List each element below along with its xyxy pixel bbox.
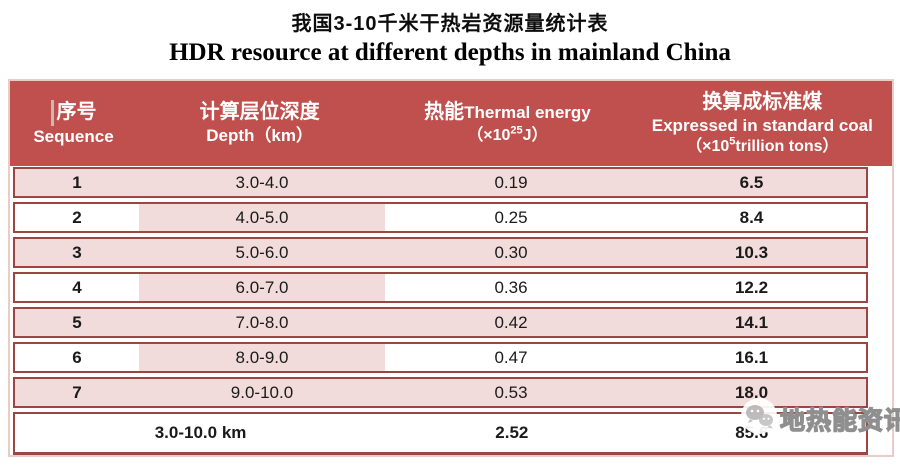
cell-coal: 18.0 xyxy=(734,382,769,402)
cell-sequence: 1 xyxy=(72,172,82,192)
cell-depth: 7.0-8.0 xyxy=(235,312,289,332)
table-row: 6 8.0-9.0 0.47 16.1 xyxy=(13,342,868,373)
table-total-row: 3.0-10.0 km 2.52 85.6 xyxy=(13,412,868,455)
cell-coal: 6.5 xyxy=(739,172,764,192)
title-english: HDR resource at different depths in main… xyxy=(169,39,731,66)
table-row: 7 9.0-10.0 0.53 18.0 xyxy=(13,377,868,408)
table-row: 4 6.0-7.0 0.36 12.2 xyxy=(13,272,868,303)
cell-sequence: 5 xyxy=(72,312,82,332)
header-depth-zh: 计算层位深度 xyxy=(199,100,320,123)
cell-thermal: 0.42 xyxy=(494,312,528,332)
hdr-resource-table: 序号 Sequence 计算层位深度 Depth（km） 热能 Thermal e… xyxy=(8,79,894,457)
cell-depth: 4.0-5.0 xyxy=(139,204,385,231)
header-thermal: 热能 Thermal energy （×1025J） xyxy=(382,81,632,166)
watermark: 地热能资讯 xyxy=(740,397,900,440)
cell-sequence: 2 xyxy=(72,207,82,227)
table-row: 2 4.0-5.0 0.25 8.4 xyxy=(13,202,868,233)
table-header-row: 序号 Sequence 计算层位深度 Depth（km） 热能 Thermal e… xyxy=(10,81,892,166)
watermark-text: 地热能资讯 xyxy=(779,406,900,435)
wechat-logo-icon xyxy=(740,397,778,440)
cell-depth: 6.0-7.0 xyxy=(139,274,385,301)
header-depth: 计算层位深度 Depth（km） xyxy=(137,81,382,166)
cell-depth: 9.0-10.0 xyxy=(230,382,294,402)
text-cursor xyxy=(50,99,54,126)
header-sequence-en: Sequence xyxy=(33,126,114,146)
table-body: 1 3.0-4.0 0.19 6.5 2 4.0-5.0 0.25 8.4 3 … xyxy=(10,166,892,455)
header-depth-en: Depth（km） xyxy=(206,126,313,146)
title-chinese: 我国3-10千米干热岩资源量统计表 xyxy=(291,13,609,35)
cell-coal: 8.4 xyxy=(739,207,764,227)
cell-depth: 8.0-9.0 xyxy=(139,344,385,371)
header-coal-en: Expressed in standard coal xyxy=(651,116,873,136)
header-coal-unit: （×105trillion tons） xyxy=(686,135,839,155)
cell-sequence: 3 xyxy=(72,242,82,262)
header-sequence-zh: 序号 xyxy=(56,100,97,123)
header-thermal-en: Thermal energy xyxy=(464,103,591,123)
total-thermal: 2.52 xyxy=(495,423,529,442)
cell-sequence: 7 xyxy=(72,382,82,402)
cell-thermal: 0.47 xyxy=(494,347,528,367)
cell-coal: 14.1 xyxy=(734,312,769,332)
table-row: 3 5.0-6.0 0.30 10.3 xyxy=(13,237,868,268)
table-row: 5 7.0-8.0 0.42 14.1 xyxy=(13,307,868,338)
cell-thermal: 0.25 xyxy=(494,207,528,227)
table-row: 1 3.0-4.0 0.19 6.5 xyxy=(13,167,868,198)
cell-thermal: 0.53 xyxy=(494,382,528,402)
cell-thermal: 0.19 xyxy=(494,172,528,192)
cell-sequence: 4 xyxy=(72,277,82,297)
header-coal-zh: 换算成标准煤 xyxy=(702,90,823,113)
cell-coal: 12.2 xyxy=(734,277,769,297)
header-sequence: 序号 Sequence xyxy=(10,81,137,166)
cell-depth: 5.0-6.0 xyxy=(235,242,289,262)
cell-sequence: 6 xyxy=(72,347,82,367)
total-depth-range: 3.0-10.0 km xyxy=(154,423,247,442)
cell-depth: 3.0-4.0 xyxy=(235,172,289,192)
header-thermal-zh: 热能 xyxy=(424,101,465,124)
header-thermal-unit: （×1025J） xyxy=(467,124,548,145)
cell-thermal: 0.30 xyxy=(494,242,528,262)
cell-thermal: 0.36 xyxy=(494,277,528,297)
header-coal: 换算成标准煤 Expressed in standard coal （×105t… xyxy=(633,81,892,166)
cell-coal: 10.3 xyxy=(734,242,769,262)
cell-coal: 16.1 xyxy=(734,347,769,367)
